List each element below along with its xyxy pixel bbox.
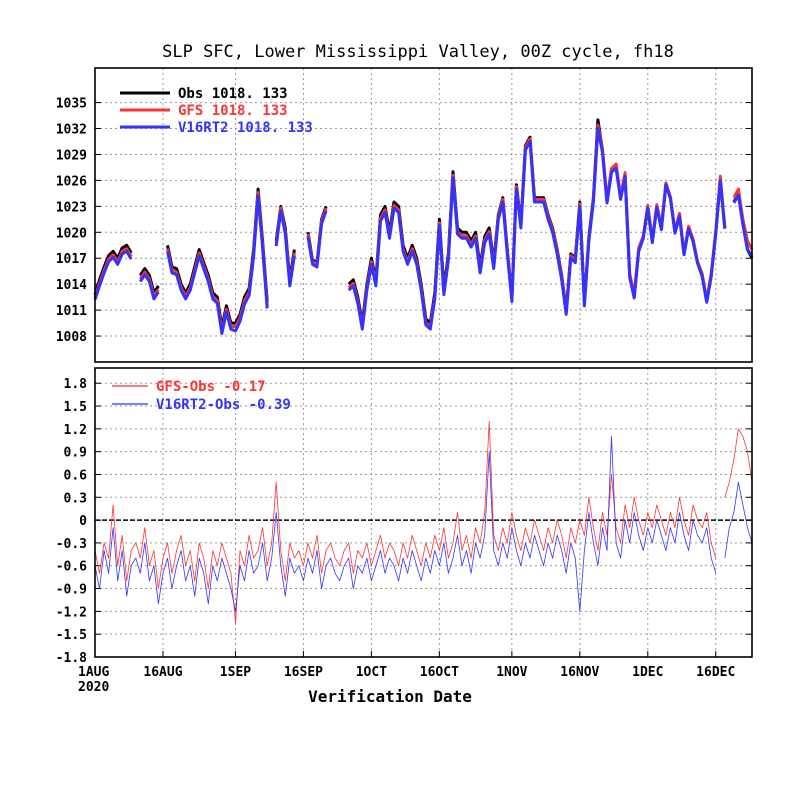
y-tick-label: 1032 bbox=[56, 123, 87, 138]
legend-entry: GFS-Obs -0.17 bbox=[156, 379, 266, 395]
x-tick-label: 1SEP bbox=[220, 665, 251, 680]
y-tick-label: 1.8 bbox=[64, 377, 88, 392]
y-tick-label: 1017 bbox=[56, 252, 87, 267]
y-tick-label: 1008 bbox=[56, 330, 87, 345]
x-tick-label: 16SEP bbox=[284, 665, 323, 680]
y-tick-label: 1.2 bbox=[64, 423, 87, 438]
y-tick-label: -0.3 bbox=[56, 537, 87, 552]
x-tick-label: 16OCT bbox=[420, 665, 459, 680]
plot-frame bbox=[94, 67, 753, 363]
series-line-v16rt2 bbox=[93, 249, 133, 301]
y-tick-label: 0.6 bbox=[64, 468, 88, 483]
legend-entry: V16RT2-Obs -0.39 bbox=[156, 397, 291, 413]
x-tick-label: 1OCT bbox=[356, 665, 387, 680]
plot-frame bbox=[94, 367, 753, 658]
y-tick-label: 1.5 bbox=[64, 400, 87, 415]
y-tick-label: 0 bbox=[79, 514, 87, 529]
y-tick-label: 1029 bbox=[56, 148, 87, 163]
y-tick-label: -1.2 bbox=[56, 605, 87, 620]
legend-entry: Obs 1018. 133 bbox=[178, 86, 288, 102]
series-line-v16rt2 bbox=[274, 209, 296, 288]
series-line-gfs-obs bbox=[724, 428, 753, 498]
y-tick-label: 1011 bbox=[56, 304, 87, 319]
x-axis-label: Verification Date bbox=[308, 687, 472, 706]
series-line-v16rt2 bbox=[166, 194, 269, 335]
series-line-obs bbox=[347, 118, 727, 325]
legend-entry: V16RT2 1018. 133 bbox=[178, 120, 313, 136]
series-line-v16rt2 bbox=[732, 193, 754, 257]
legend-entry: GFS 1018. 133 bbox=[178, 103, 288, 119]
y-tick-label: 1023 bbox=[56, 200, 87, 215]
y-tick-label: 0.3 bbox=[64, 491, 87, 506]
year-label: 2020 bbox=[78, 680, 109, 695]
panel-bottom: -1.8 -1.5 -1.2 -0.9 -0.6 -0.3 0 0.3 0.6 0.9 1.2 1.5… bbox=[56, 367, 753, 680]
y-tick-label: -1.5 bbox=[56, 628, 87, 643]
y-tick-label: 1035 bbox=[56, 97, 87, 112]
series-line-v16rt2 bbox=[306, 210, 328, 269]
series-line-gfs bbox=[347, 123, 727, 328]
x-tick-label: 16AUG bbox=[143, 665, 182, 680]
y-tick-label: 1014 bbox=[56, 278, 87, 293]
series-line-gfs-obs bbox=[94, 420, 717, 624]
chart-title: SLP SFC, Lower Mississippi Valley, 00Z c… bbox=[162, 42, 674, 62]
y-tick-label: 0.9 bbox=[64, 446, 87, 461]
panel-top: 1008 1011 1014 1017 1020 1023 1026 1029 1032 1035… bbox=[56, 67, 754, 363]
series-line-v16rt2 bbox=[139, 273, 160, 301]
x-tick-label: 1DEC bbox=[632, 665, 663, 680]
y-tick-label: 1026 bbox=[56, 174, 87, 189]
x-tick-label: 16NOV bbox=[560, 665, 599, 680]
y-tick-label: -1.8 bbox=[56, 651, 87, 666]
series-line-obs bbox=[139, 267, 160, 295]
y-tick-label: -0.6 bbox=[56, 560, 87, 575]
y-tick-label: 1020 bbox=[56, 226, 87, 241]
y-tick-label: -0.9 bbox=[56, 583, 87, 598]
x-tick-label: 16DEC bbox=[696, 665, 735, 680]
series-line-v16rt2 bbox=[347, 127, 727, 331]
x-tick-label: 1NOV bbox=[496, 665, 527, 680]
x-tick-label: 1AUG bbox=[78, 665, 109, 680]
series-line-v16rt2-obs bbox=[724, 481, 753, 559]
series-line-v16rt2-obs bbox=[94, 435, 717, 612]
